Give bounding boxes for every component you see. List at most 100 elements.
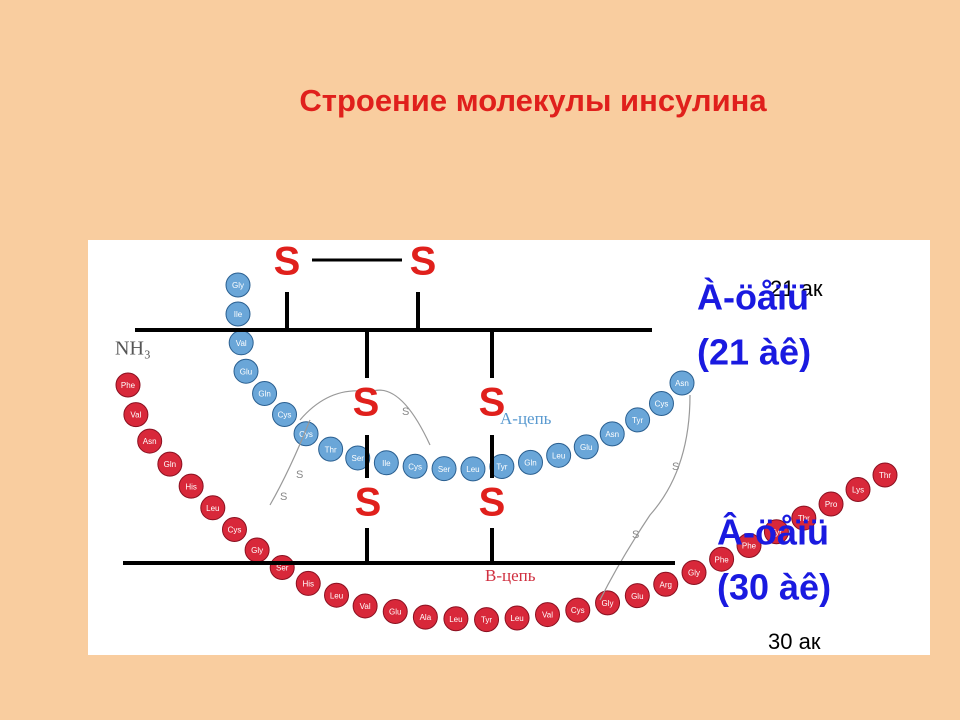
- residue-label: Val: [236, 339, 247, 348]
- b-chain-label: (30 àê): [717, 567, 831, 608]
- residue-label: Gln: [258, 390, 270, 399]
- residue-label: Glu: [389, 608, 401, 617]
- residue: Ala: [412, 604, 438, 630]
- residue-bead: [382, 599, 408, 625]
- residue-label: Gly: [602, 599, 614, 608]
- residue: Cys: [293, 421, 319, 447]
- residue-bead: [272, 402, 298, 428]
- residue-bead: [653, 571, 679, 597]
- residue: Gln: [518, 449, 544, 475]
- residue-label: Gln: [164, 460, 176, 469]
- residue-bead: [443, 606, 469, 632]
- residue-label: Arg: [660, 580, 672, 589]
- sulfur-labels: S S S S S S: [274, 240, 506, 525]
- residue-bead: [318, 436, 344, 462]
- residue: Ser: [345, 445, 371, 471]
- residue: Cys: [648, 391, 674, 417]
- residue: Leu: [504, 605, 530, 631]
- a-chain-label: (21 àê): [697, 332, 811, 373]
- residue-label: Tyr: [632, 416, 643, 425]
- residue-bead: [178, 473, 204, 499]
- residue-label: Glu: [631, 592, 643, 601]
- residue-label: Ile: [382, 459, 391, 468]
- residue: Thr: [791, 505, 817, 531]
- residue-bead: [518, 449, 544, 475]
- residue-bead: [324, 582, 350, 608]
- residue: Cys: [565, 597, 591, 623]
- residue: Cys: [221, 516, 247, 542]
- residue: Leu: [200, 495, 226, 521]
- small-s-labels: S S S S S: [280, 406, 679, 541]
- residue-label: Gly: [688, 569, 700, 578]
- residue: Phe: [736, 532, 762, 558]
- residue-label: Thr: [325, 445, 337, 454]
- residue-label: Asn: [143, 437, 157, 446]
- residue-bead: [736, 532, 762, 558]
- residue-bead: [625, 407, 651, 433]
- residue-label: Ser: [352, 454, 365, 463]
- residue: Leu: [546, 442, 572, 468]
- residue-label: Gln: [524, 458, 536, 467]
- residue-label: Val: [542, 611, 553, 620]
- residue: Gly: [244, 537, 270, 563]
- residue: Ile: [373, 450, 399, 476]
- residue: Asn: [137, 428, 163, 454]
- residue-label: Tyr: [481, 616, 492, 625]
- residue-bead: [565, 597, 591, 623]
- residue-bead: [546, 442, 572, 468]
- residue-bead: [225, 301, 251, 327]
- sulfur: S: [479, 481, 506, 525]
- residue-bead: [474, 607, 500, 633]
- residue: Glu: [233, 358, 259, 384]
- residue: Val: [352, 593, 378, 619]
- residue: Thr: [318, 436, 344, 462]
- residue-bead: [845, 477, 871, 503]
- residue-bead: [115, 372, 141, 398]
- residue-label: Thr: [798, 514, 810, 523]
- residue-bead: [157, 451, 183, 477]
- residue: Leu: [324, 582, 350, 608]
- residue: Gly: [595, 590, 621, 616]
- residue-label: Leu: [552, 451, 565, 460]
- residue-label: Cys: [278, 411, 292, 420]
- residue-label: Cys: [655, 400, 669, 409]
- residue: Lys: [845, 477, 871, 503]
- residue: Asn: [669, 370, 695, 396]
- residue-bead: [293, 421, 319, 447]
- bridge-curve: [599, 394, 691, 601]
- residue-bead: [373, 450, 399, 476]
- residue-bead: [221, 516, 247, 542]
- residue: Gln: [157, 451, 183, 477]
- residue: Glu: [382, 599, 408, 625]
- sulfur: S: [353, 381, 380, 425]
- bridge-curve: [299, 389, 431, 446]
- residue-label: Phe: [742, 542, 757, 551]
- residue-bead: [200, 495, 226, 521]
- residue-label: Glu: [240, 367, 252, 376]
- residue: Thr: [872, 462, 898, 488]
- bridge-s: S: [296, 469, 303, 481]
- residue-label: Cys: [299, 430, 313, 439]
- residue: Pro: [818, 491, 844, 517]
- residue: Tyr: [625, 407, 651, 433]
- residue-bead: [345, 445, 371, 471]
- residue-label: Phe: [121, 381, 136, 390]
- bridge-s: S: [672, 461, 679, 473]
- a-chain-label: À-öåïü: [697, 277, 809, 318]
- residue: Val: [228, 330, 254, 356]
- residue: Tyr: [489, 454, 515, 480]
- residue: Phe: [709, 546, 735, 572]
- residue-bead: [535, 602, 561, 628]
- residue-bead: [225, 272, 251, 298]
- sulfur: S: [355, 481, 382, 525]
- sulfur: S: [410, 240, 437, 284]
- residue: Ser: [431, 456, 457, 482]
- residue-label: Leu: [449, 615, 462, 624]
- bridge-s: S: [632, 529, 639, 541]
- residue: Gln: [252, 380, 278, 406]
- residue-label: Tyr: [771, 528, 782, 537]
- residue-bead: [504, 605, 530, 631]
- residue: Cys: [272, 402, 298, 428]
- a-chain-note: 21 ак: [770, 276, 823, 301]
